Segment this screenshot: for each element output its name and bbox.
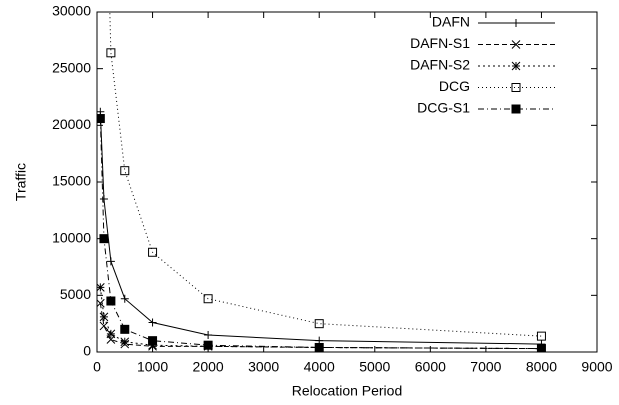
- x-tick-label: 2000: [193, 359, 224, 375]
- plot-area: [97, 12, 546, 352]
- series-line: [99, 111, 542, 345]
- x-tick-label: 3000: [248, 359, 279, 375]
- legend-marker: [511, 83, 521, 92]
- y-tick-label: 15000: [52, 173, 91, 189]
- x-tick-label: 6000: [415, 359, 446, 375]
- marker: [148, 247, 158, 257]
- y-tick-label: 0: [83, 343, 91, 359]
- x-tick-label: 4000: [304, 359, 335, 375]
- marker: [314, 342, 324, 352]
- marker: [97, 114, 105, 124]
- marker: [203, 340, 213, 350]
- marker: [148, 340, 157, 350]
- marker: [99, 312, 109, 322]
- y-tick-label: 30000: [52, 3, 91, 19]
- legend-marker: [511, 61, 521, 71]
- x-tick-label: 7000: [470, 359, 501, 375]
- marker: [106, 329, 116, 339]
- marker: [536, 344, 546, 352]
- y-tick-label: 25000: [52, 59, 91, 75]
- y-tick-label: 10000: [52, 229, 91, 245]
- marker: [106, 257, 115, 266]
- marker: [148, 318, 157, 327]
- marker: [314, 319, 324, 329]
- legend-label: DCG-S1: [417, 100, 470, 116]
- legend-label: DAFN-S2: [410, 57, 470, 73]
- marker: [99, 195, 108, 203]
- legend-label: DAFN: [432, 14, 470, 30]
- marker: [106, 296, 116, 306]
- plot-frame: [96, 11, 598, 353]
- marker: [204, 331, 213, 339]
- legend-label: DAFN-S1: [410, 35, 470, 51]
- marker: [97, 283, 105, 292]
- legend-marker: [511, 104, 521, 114]
- series-line: [99, 118, 542, 350]
- marker: [120, 337, 130, 347]
- legend-label: DCG: [439, 78, 470, 94]
- marker: [97, 298, 105, 308]
- marker: [148, 336, 158, 346]
- x-tick-label: 1000: [137, 359, 168, 375]
- y-axis-label: Traffic: [13, 163, 29, 201]
- marker: [536, 331, 546, 341]
- marker: [203, 294, 213, 304]
- x-axis-label: Relocation Period: [292, 383, 403, 399]
- marker: [120, 294, 129, 303]
- marker: [99, 234, 109, 244]
- x-tick-label: 0: [93, 359, 101, 375]
- x-tick-label: 8000: [526, 359, 557, 375]
- x-tick-label: 5000: [359, 359, 390, 375]
- y-tick-label: 20000: [52, 116, 91, 132]
- series-line: [99, 287, 542, 350]
- x-tick-label: 9000: [581, 359, 612, 375]
- marker: [120, 166, 130, 176]
- marker: [120, 324, 130, 334]
- marker: [106, 48, 116, 58]
- legend-marker: [512, 19, 520, 27]
- y-tick-label: 5000: [60, 286, 91, 302]
- series-line: [109, 12, 542, 337]
- legend-marker: [511, 40, 521, 49]
